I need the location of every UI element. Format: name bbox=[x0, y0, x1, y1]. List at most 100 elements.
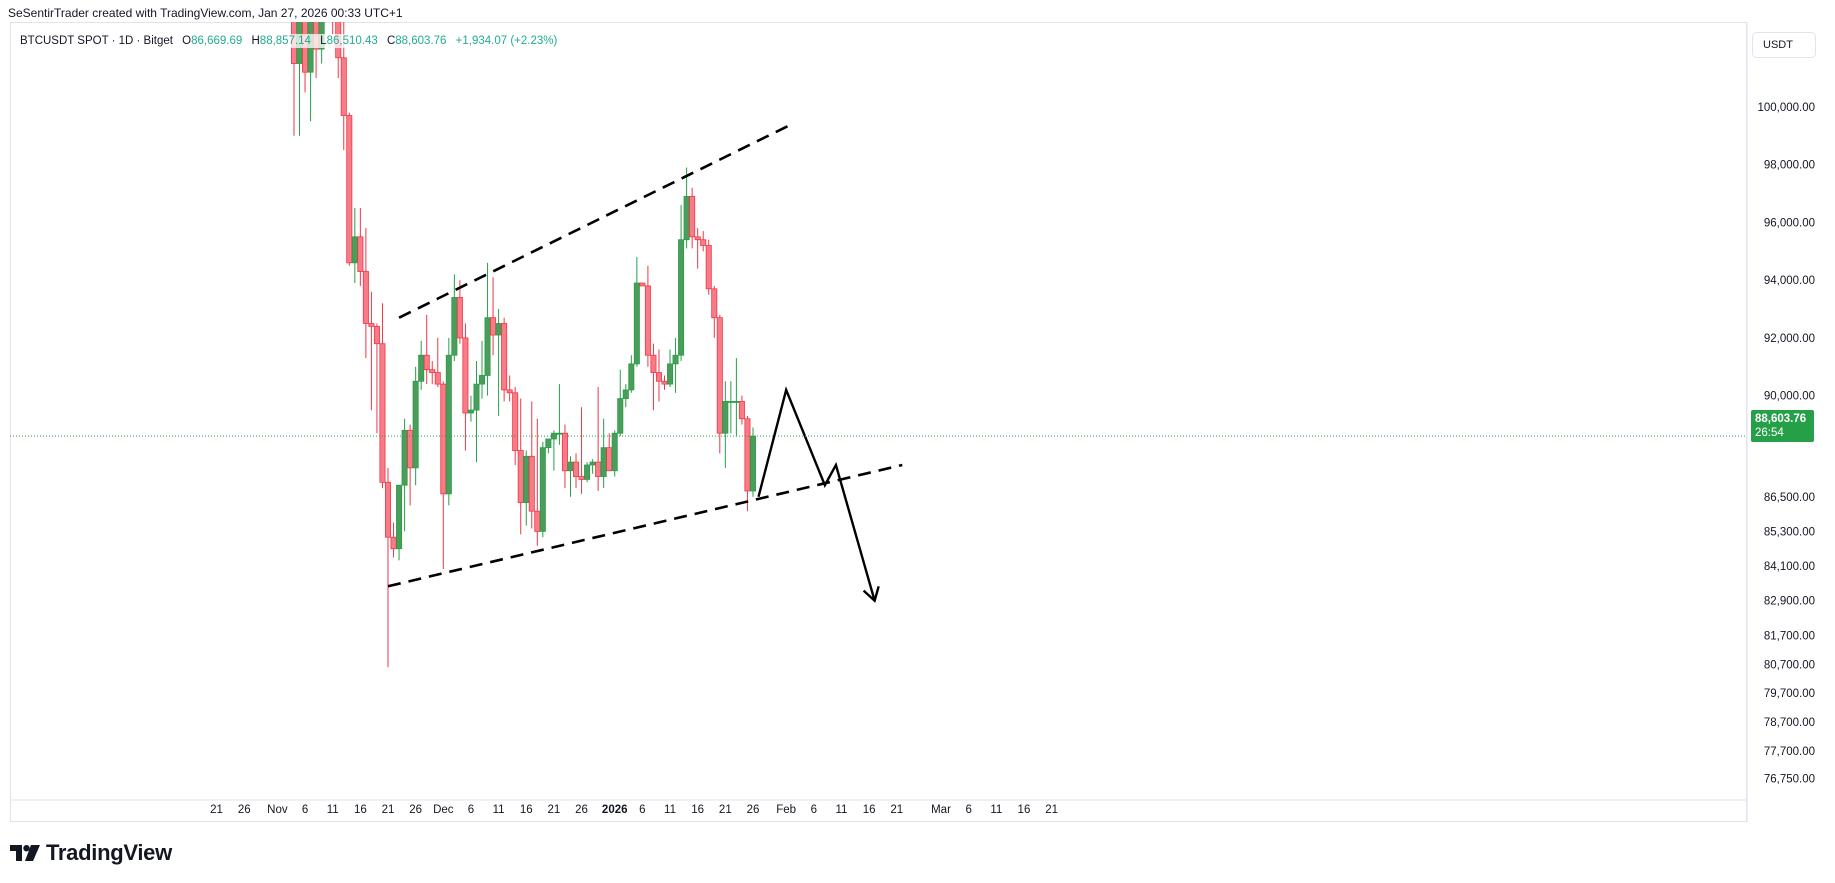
candle-up bbox=[467, 395, 474, 422]
candle-body bbox=[727, 401, 734, 403]
candle-down bbox=[694, 228, 701, 269]
price-tick-label: 92,000.00 bbox=[1764, 333, 1815, 345]
candle-up bbox=[479, 340, 486, 399]
projection-arrowhead bbox=[862, 585, 880, 603]
time-tick-label: Feb bbox=[776, 804, 796, 816]
time-tick-label: Mar bbox=[931, 804, 951, 816]
candle-body bbox=[445, 354, 452, 495]
candle-up bbox=[628, 355, 635, 393]
time-tick-label: 11 bbox=[493, 804, 505, 816]
candle-up bbox=[418, 340, 425, 390]
candle-body bbox=[451, 297, 458, 356]
candle-body bbox=[639, 282, 646, 287]
candle-down bbox=[512, 387, 519, 465]
price-tick-label: 100,000.00 bbox=[1757, 102, 1815, 114]
candle-down bbox=[738, 395, 745, 425]
price-tick-label: 76,750.00 bbox=[1764, 773, 1815, 785]
candle-body bbox=[407, 429, 414, 469]
upper-channel-line bbox=[398, 123, 793, 319]
candle-up bbox=[351, 207, 358, 284]
candle-up bbox=[727, 381, 734, 434]
time-tick-label: 11 bbox=[835, 804, 847, 816]
candle-down bbox=[362, 228, 369, 359]
candle-up bbox=[633, 257, 640, 367]
candle-down bbox=[561, 424, 568, 489]
candle-body bbox=[517, 450, 524, 503]
candle-body bbox=[738, 401, 745, 420]
candle-body bbox=[357, 236, 364, 272]
candle-down bbox=[429, 361, 436, 385]
price-axis: 102,000.00100,000.0098,000.0096,000.0094… bbox=[1746, 22, 1815, 822]
candle-body bbox=[595, 461, 602, 477]
candle-body bbox=[606, 447, 613, 472]
candle-body bbox=[650, 354, 657, 373]
candle-up bbox=[749, 427, 756, 497]
time-tick-label: 11 bbox=[990, 804, 1002, 816]
candle-down bbox=[744, 415, 751, 512]
candle-body bbox=[379, 343, 386, 483]
candle-body bbox=[528, 455, 535, 512]
candle-down bbox=[661, 375, 668, 390]
price-tick-label: 82,900.00 bbox=[1764, 596, 1815, 608]
price-tick-label: 78,700.00 bbox=[1764, 717, 1815, 729]
candle-down bbox=[700, 231, 707, 252]
time-tick-label: 11 bbox=[327, 804, 339, 816]
candle-body bbox=[423, 354, 430, 371]
candle-body bbox=[672, 354, 679, 365]
candle-down bbox=[705, 239, 712, 295]
time-tick-label: 16 bbox=[863, 804, 876, 816]
price-tick-label: 96,000.00 bbox=[1764, 217, 1815, 229]
time-tick-label: 16 bbox=[691, 804, 704, 816]
candle-up bbox=[600, 418, 607, 489]
candle-up bbox=[611, 430, 618, 477]
candle-body bbox=[573, 461, 580, 477]
legend-high-value: 88,857.14 bbox=[259, 35, 311, 47]
candle-up bbox=[484, 262, 491, 396]
time-tick-label: 26 bbox=[575, 804, 588, 816]
candle-body bbox=[689, 195, 696, 238]
candle-up bbox=[473, 361, 480, 463]
candle-down bbox=[639, 282, 646, 287]
candle-body bbox=[611, 432, 618, 472]
candle-body bbox=[290, 22, 297, 64]
candle-body bbox=[534, 510, 541, 532]
time-tick-label: Dec bbox=[433, 804, 454, 816]
candle-up bbox=[683, 167, 690, 249]
candle-down bbox=[689, 187, 696, 249]
time-tick-label: 16 bbox=[1018, 804, 1031, 816]
price-tick-label: 81,700.00 bbox=[1764, 630, 1815, 642]
tradingview-logo-icon bbox=[10, 845, 40, 861]
last-price-label: 88,603.76 26:54 bbox=[1751, 410, 1814, 442]
price-tick-label: 86,500.00 bbox=[1764, 492, 1815, 504]
candle-down bbox=[578, 407, 585, 494]
candle-body bbox=[578, 476, 585, 480]
candle-down bbox=[346, 112, 353, 266]
candle-body bbox=[390, 536, 397, 550]
time-tick-label: 6 bbox=[639, 804, 645, 816]
tradingview-logo[interactable]: TradingView bbox=[10, 840, 172, 866]
candle-body bbox=[678, 239, 685, 356]
candle-down bbox=[711, 285, 718, 338]
currency-selector[interactable]: USDT bbox=[1752, 32, 1816, 58]
candle-body bbox=[373, 325, 380, 345]
time-tick-label: 21 bbox=[719, 804, 732, 816]
candle-down bbox=[644, 265, 651, 367]
candle-up bbox=[567, 456, 574, 497]
candle-body bbox=[733, 401, 740, 403]
candle-down bbox=[423, 314, 430, 385]
legend-low-label: L bbox=[320, 35, 327, 47]
legend-open-value: 86,669.69 bbox=[191, 35, 243, 47]
candle-body bbox=[456, 297, 463, 339]
candle-body bbox=[340, 57, 347, 116]
candle-body bbox=[473, 383, 480, 411]
candle-body bbox=[501, 323, 508, 391]
candle-down bbox=[490, 277, 497, 356]
tradingview-wordmark: TradingView bbox=[46, 840, 172, 865]
candle-body bbox=[506, 389, 513, 394]
time-tick-label: 6 bbox=[468, 804, 474, 816]
price-tick-label: 79,700.00 bbox=[1764, 688, 1815, 700]
candle-up bbox=[451, 274, 458, 362]
time-tick-label: 21 bbox=[548, 804, 561, 816]
candle-body bbox=[330, 0, 335, 20]
